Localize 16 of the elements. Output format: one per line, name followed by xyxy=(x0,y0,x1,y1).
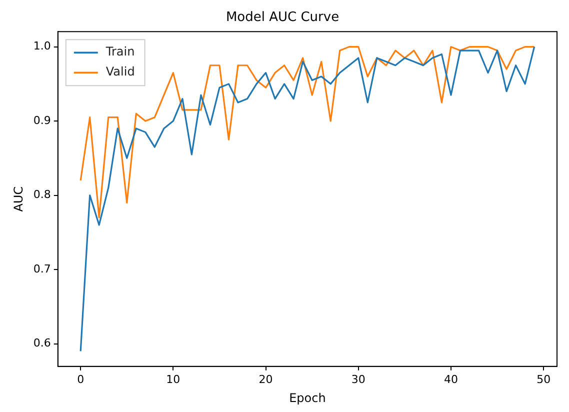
x-axis-title: Epoch xyxy=(289,390,326,405)
x-tick-label: 20 xyxy=(258,372,273,386)
y-tick-label: 0.9 xyxy=(33,114,51,127)
y-tick-label: 0.7 xyxy=(33,262,51,276)
x-tick-label: 50 xyxy=(536,372,551,386)
legend-label: Valid xyxy=(106,64,135,79)
y-tick-label: 1.0 xyxy=(33,40,51,53)
legend-label: Train xyxy=(104,44,135,59)
y-tick-label: 0.6 xyxy=(33,336,51,350)
y-tick-label: 0.8 xyxy=(33,188,51,202)
x-tick-label: 0 xyxy=(77,372,84,386)
x-tick-label: 30 xyxy=(351,372,366,386)
x-tick-label: 10 xyxy=(166,372,180,386)
y-axis-title: AUC xyxy=(11,186,26,212)
chart-title: Model AUC Curve xyxy=(226,10,340,26)
x-tick-label: 40 xyxy=(444,372,458,386)
